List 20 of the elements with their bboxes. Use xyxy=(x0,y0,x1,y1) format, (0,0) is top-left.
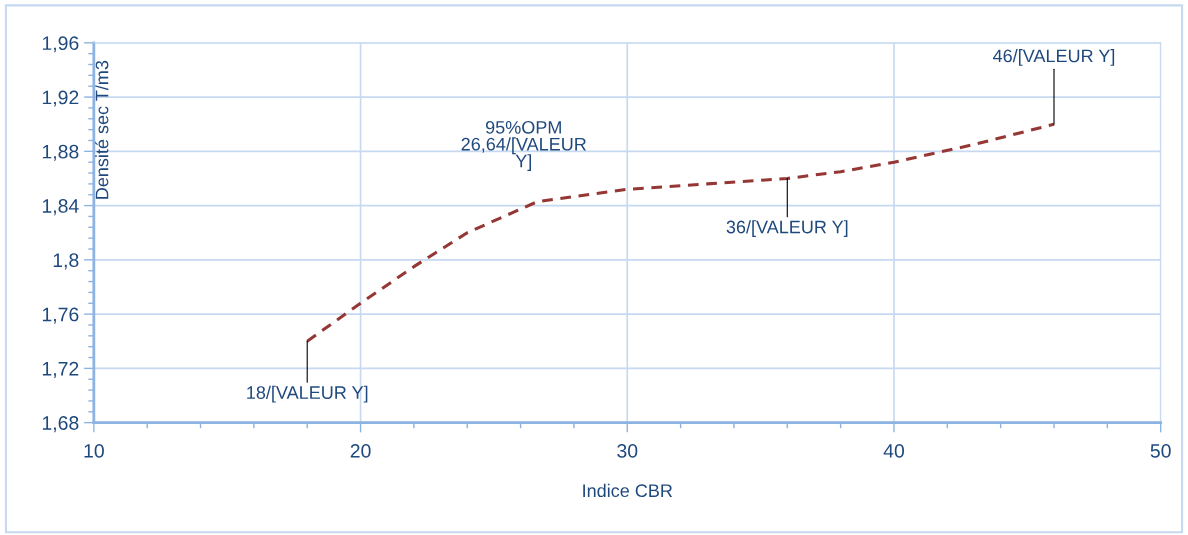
annotation: 36/[VALEUR Y] xyxy=(726,220,848,237)
y-tick-label: 1,68 xyxy=(42,416,79,433)
y-tick-label: 1,92 xyxy=(42,90,79,107)
y-tick-label: 1,76 xyxy=(42,307,79,324)
annotation: 95%OPM 26,64/[VALEUR Y] xyxy=(461,120,586,171)
y-axis-title: Densité sec T/m3 xyxy=(94,60,109,199)
x-tick-label: 40 xyxy=(883,444,905,458)
x-axis-title: Indice CBR xyxy=(583,483,673,498)
annotation: 18/[VALEUR Y] xyxy=(247,385,368,403)
x-tick-label: 30 xyxy=(617,444,638,458)
y-tick-label: 1,8 xyxy=(53,253,79,270)
annotation: 46/[VALEUR Y] xyxy=(993,49,1115,66)
x-tick-label: 10 xyxy=(84,444,104,458)
x-tick-label: 50 xyxy=(1150,444,1171,458)
y-tick-label: 1,72 xyxy=(42,361,79,378)
y-tick-label: 1,88 xyxy=(42,144,79,161)
line-series xyxy=(305,122,1056,343)
y-tick-label: 1,84 xyxy=(42,199,79,216)
y-tick-label: 1,96 xyxy=(42,36,79,53)
x-tick-label: 20 xyxy=(350,444,371,458)
